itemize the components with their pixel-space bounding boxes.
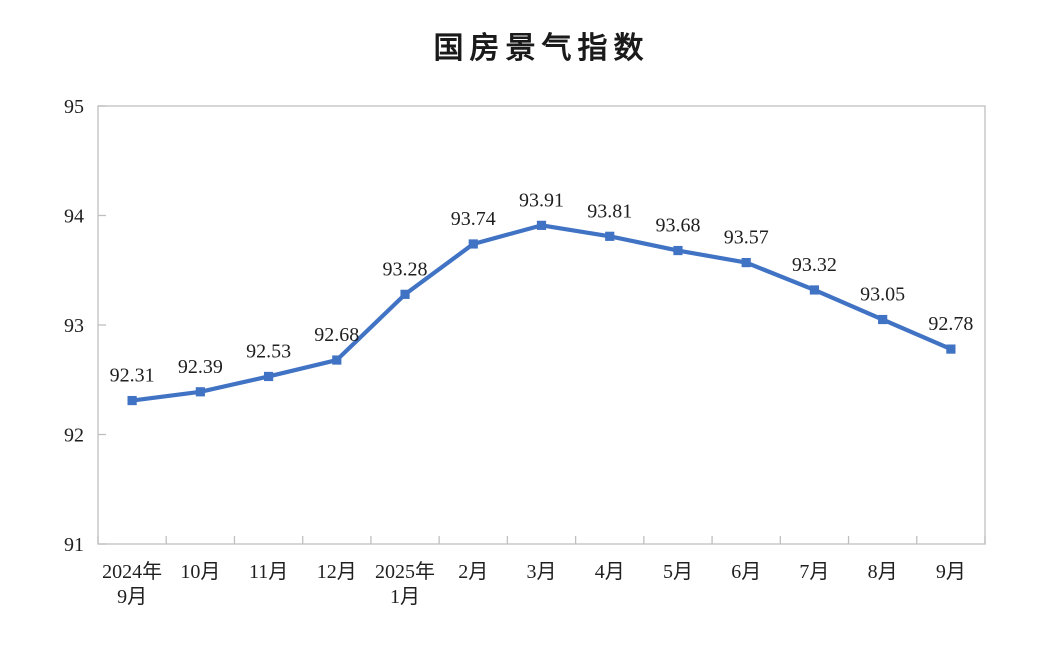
- data-point-label: 93.32: [792, 254, 837, 276]
- x-axis-label: 4月: [595, 561, 625, 583]
- data-point-marker: [673, 245, 683, 256]
- data-point-marker: [195, 387, 205, 397]
- x-axis-label: 1月: [390, 586, 420, 608]
- data-point-label: 93.28: [383, 258, 428, 280]
- data-point-marker: [878, 314, 888, 325]
- y-axis-label: 92: [64, 425, 84, 447]
- data-point-label: 92.78: [928, 313, 973, 335]
- data-point-label: 93.74: [451, 208, 496, 230]
- data-point-marker: [946, 344, 956, 354]
- y-axis-label: 94: [64, 206, 84, 228]
- x-axis-label: 2024年: [102, 560, 162, 583]
- x-axis-label: 12月: [317, 561, 357, 583]
- x-axis-label: 9月: [117, 586, 147, 608]
- data-point-label: 93.05: [860, 284, 905, 306]
- x-axis-label: 2月: [458, 561, 488, 583]
- data-point-marker: [468, 239, 478, 249]
- data-point-marker: [263, 371, 274, 382]
- data-point-label: 92.53: [246, 340, 291, 362]
- x-axis-label: 11月: [249, 561, 288, 583]
- data-point-marker: [332, 355, 342, 365]
- data-point-marker: [809, 285, 820, 295]
- data-point-marker: [536, 220, 547, 230]
- x-axis-label: 6月: [731, 561, 761, 583]
- data-point-label: 92.68: [314, 324, 359, 346]
- data-point-marker: [127, 395, 137, 406]
- plot-area-border: [97, 105, 986, 545]
- data-point-label: 93.81: [587, 200, 632, 222]
- data-point-label: 92.39: [178, 356, 223, 378]
- data-line: [130, 223, 953, 403]
- data-point-label: 93.68: [655, 215, 700, 237]
- data-point-label: 93.91: [519, 189, 564, 211]
- data-point-label: 93.57: [724, 227, 769, 249]
- y-axis-label: 93: [64, 315, 84, 337]
- data-point-marker: [741, 257, 751, 268]
- x-axis-label: 5月: [663, 561, 693, 583]
- x-axis-label: 7月: [799, 561, 829, 583]
- x-axis-label: 10月: [180, 561, 220, 583]
- x-axis-label: 8月: [868, 561, 898, 583]
- data-point-marker: [400, 289, 410, 299]
- data-point-marker: [605, 231, 615, 241]
- y-axis-label: 91: [64, 534, 84, 556]
- data-point-label: 92.31: [110, 365, 155, 387]
- x-axis-label: 9月: [936, 561, 966, 583]
- x-axis-label: 2025年: [375, 560, 435, 583]
- chart-title: 国房景气指数: [433, 32, 650, 65]
- y-axis-label: 95: [64, 96, 84, 118]
- x-axis-label: 3月: [527, 561, 557, 583]
